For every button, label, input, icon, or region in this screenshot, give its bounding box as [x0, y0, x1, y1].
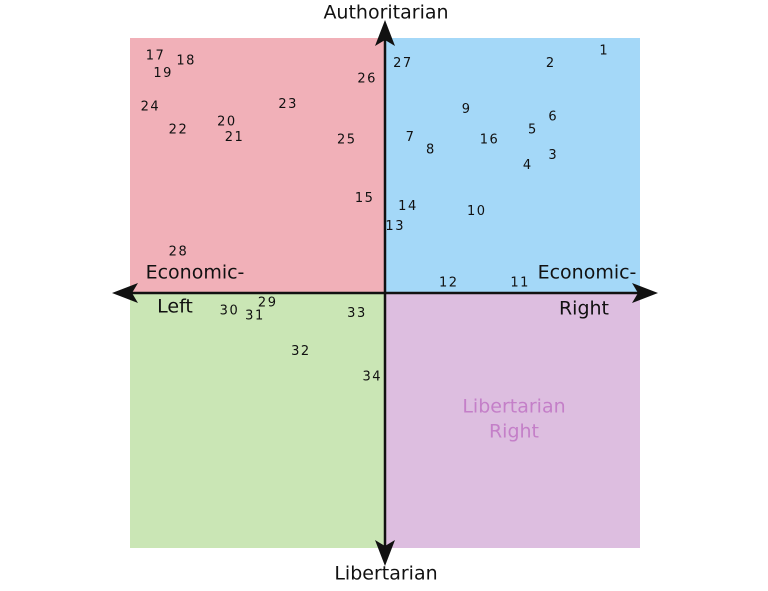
point-label: 5 — [528, 122, 538, 137]
quadrant — [130, 38, 385, 293]
point-label: 1 — [599, 43, 609, 58]
point-label: 27 — [393, 56, 413, 71]
axis-label-right: Right — [559, 298, 609, 320]
arrow-up — [375, 20, 395, 46]
point-label: 4 — [523, 158, 533, 173]
axis-label-top: Authoritarian — [323, 2, 448, 24]
point-label: 11 — [510, 275, 530, 290]
point-label: 18 — [176, 53, 196, 68]
point-label: 10 — [467, 204, 487, 219]
point-label: 28 — [169, 245, 189, 260]
quadrant-label: Libertarian — [462, 396, 565, 418]
point-label: 14 — [398, 199, 418, 214]
point-label: 32 — [291, 344, 311, 359]
point-label: 25 — [337, 133, 357, 148]
point-label: 31 — [245, 308, 265, 323]
quadrant — [385, 38, 640, 293]
point-label: 26 — [357, 71, 377, 86]
axis-label-bottom: Libertarian — [334, 563, 437, 585]
point-label: 30 — [220, 303, 240, 318]
quadrant — [130, 293, 385, 548]
arrow-right — [632, 283, 658, 303]
arrow-down — [375, 540, 395, 566]
point-label: 9 — [462, 102, 472, 117]
point-label: 19 — [153, 66, 173, 81]
point-label: 22 — [169, 122, 189, 137]
axes — [125, 30, 645, 556]
point-label: 24 — [141, 99, 161, 114]
quadrant-label: Right — [489, 421, 539, 443]
axis-label-right: Economic- — [538, 262, 637, 284]
point-label: 2 — [546, 56, 556, 71]
point-label: 16 — [480, 133, 500, 148]
axis-label-left: Left — [157, 296, 193, 318]
point-label: 33 — [347, 306, 367, 321]
point-label: 7 — [406, 130, 416, 145]
point-label: 23 — [278, 97, 298, 112]
point-label: 12 — [439, 275, 459, 290]
point-label: 34 — [362, 370, 382, 385]
point-label: 29 — [258, 296, 278, 311]
point-label: 8 — [426, 143, 436, 158]
axis-label-left: Economic- — [146, 262, 245, 284]
point-label: 13 — [385, 219, 405, 234]
point-label: 21 — [225, 130, 245, 145]
arrowheads — [112, 20, 658, 566]
quadrant — [385, 293, 640, 548]
point-label: 20 — [217, 115, 237, 130]
point-label: 17 — [146, 48, 166, 63]
point-label: 3 — [548, 148, 558, 163]
arrow-left — [112, 283, 138, 303]
point-label: 6 — [548, 110, 558, 125]
point-label: 15 — [355, 191, 375, 206]
